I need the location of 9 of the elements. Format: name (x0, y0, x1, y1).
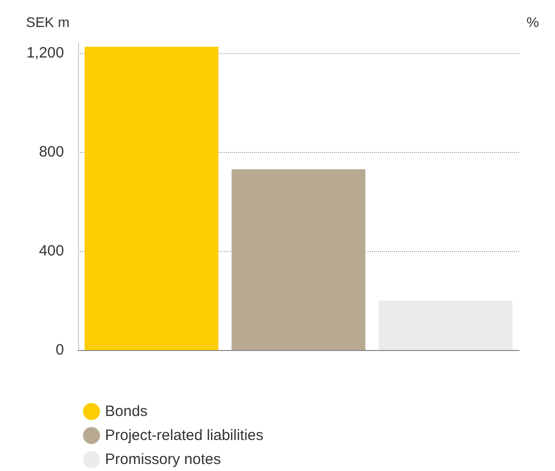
legend-label: Bonds (105, 403, 148, 420)
legend-label: Project-related liabilities (105, 427, 264, 444)
y2-axis-title: % (526, 14, 539, 30)
y-tick-label: 400 (38, 242, 64, 260)
y-axis-title: SEK m (26, 14, 70, 30)
y-tick-label: 800 (38, 143, 64, 160)
y-tick-label: 0 (56, 342, 64, 358)
y-tick-label: 1,200 (26, 44, 64, 62)
legend-label: Promissory notes (105, 451, 221, 468)
